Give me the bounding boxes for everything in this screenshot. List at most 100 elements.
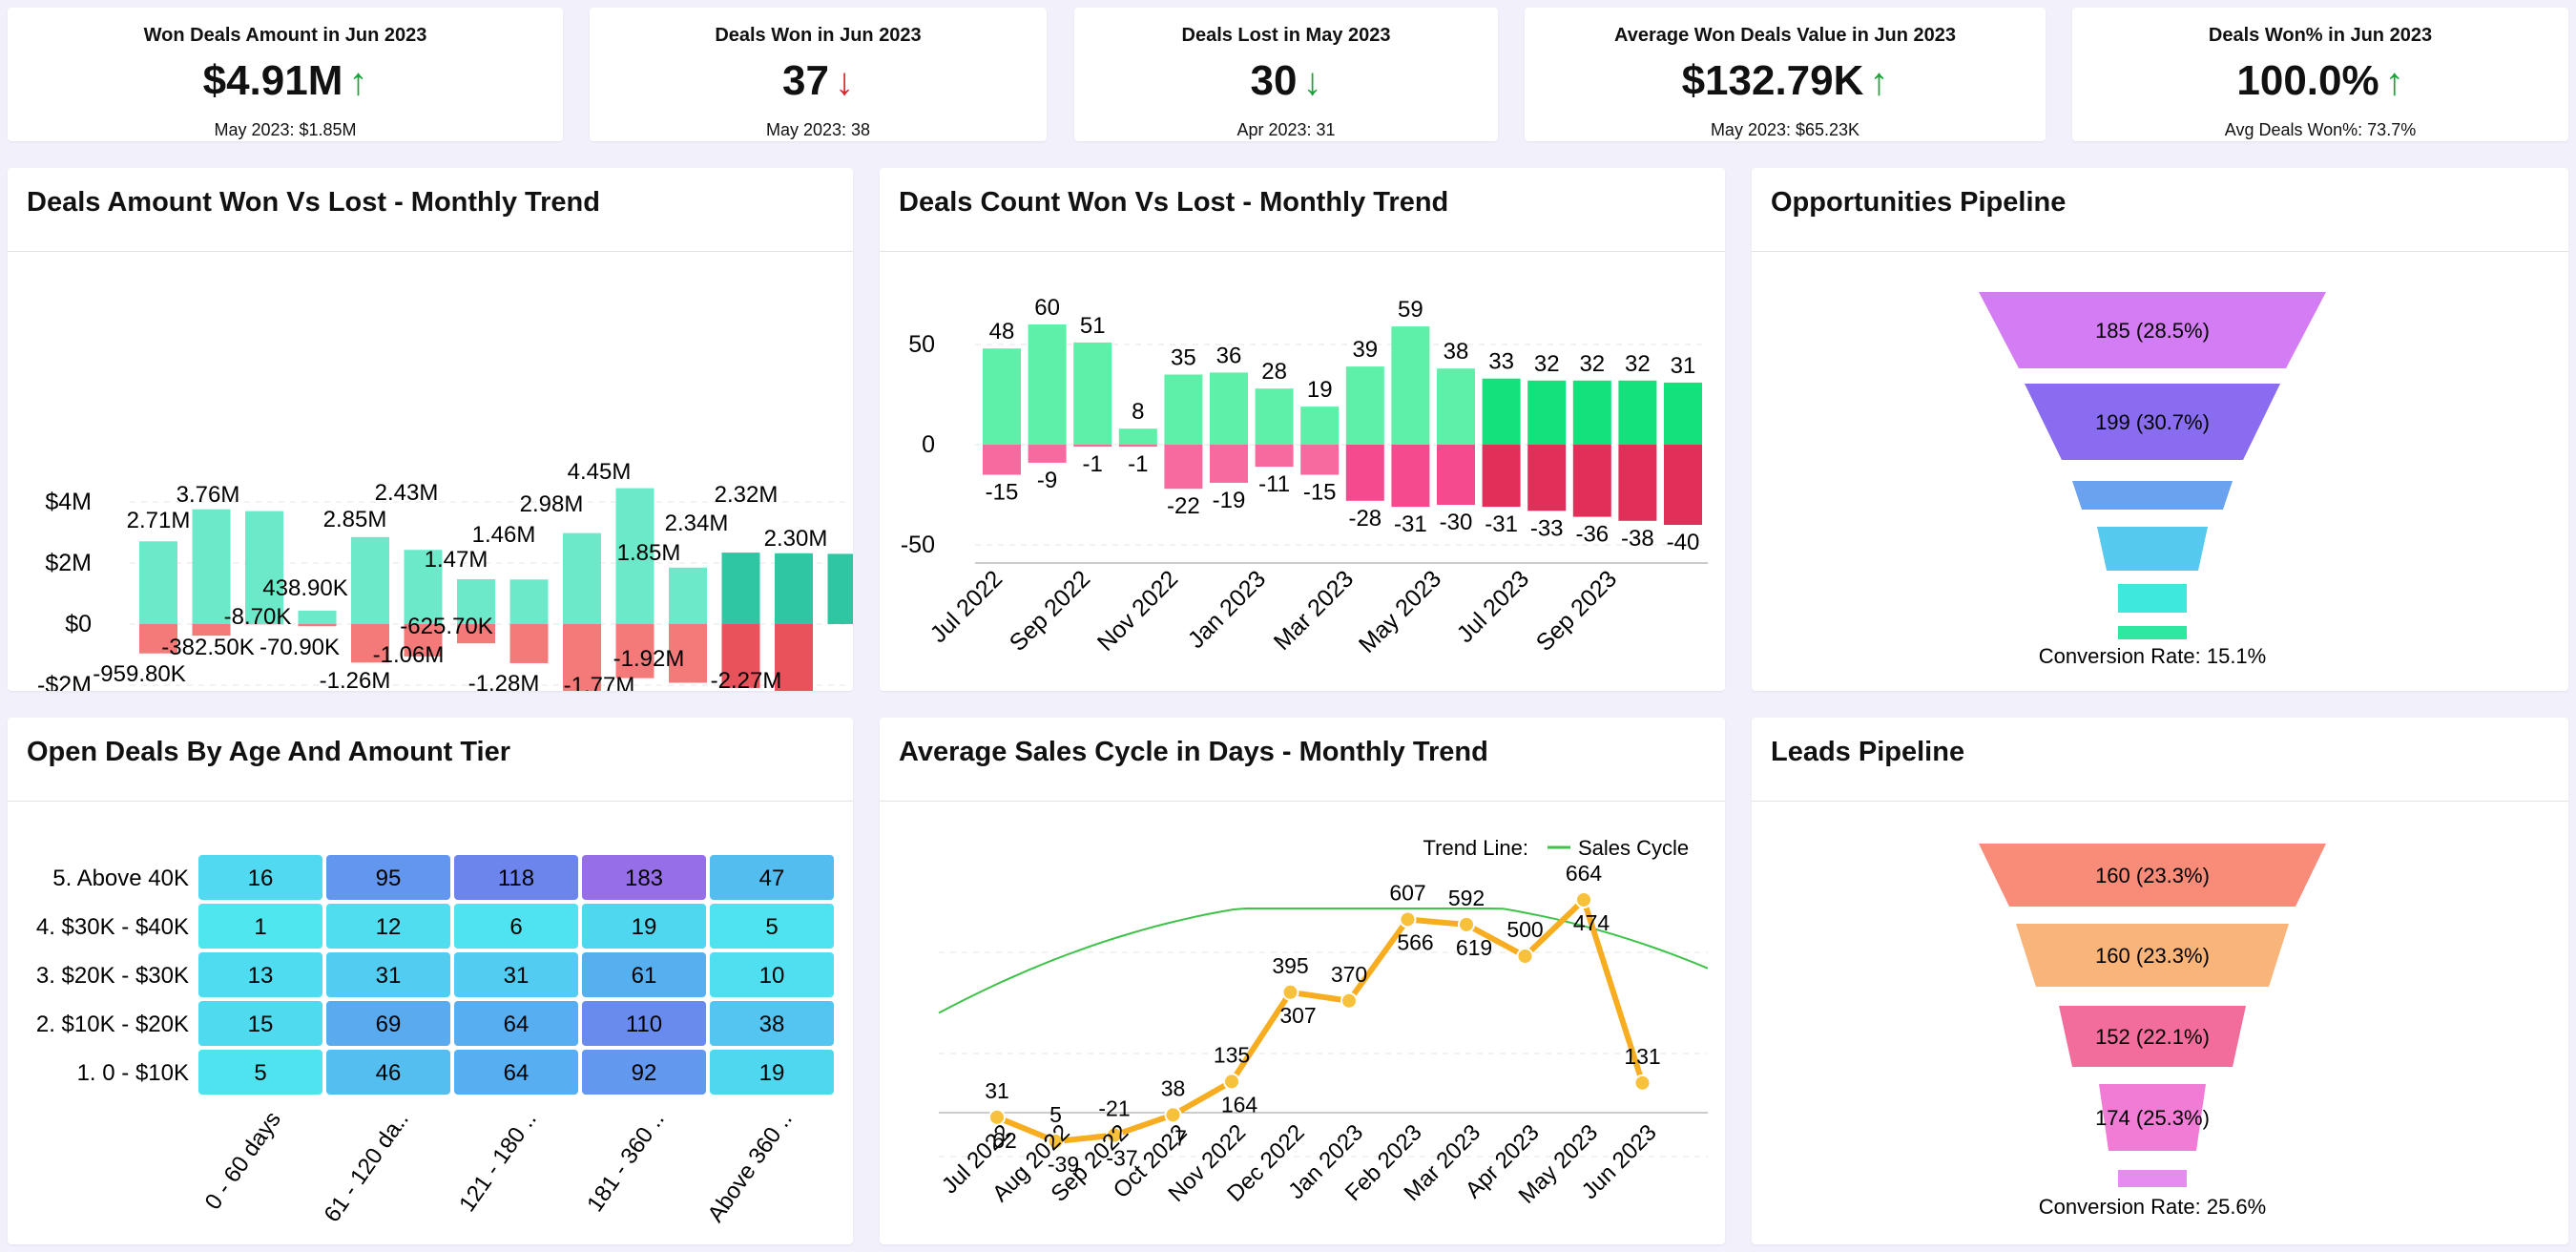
lost-bar <box>192 624 231 636</box>
lost-bar <box>1345 445 1384 501</box>
lost-data-label: -8.70K <box>224 604 292 630</box>
arrow-up-icon: ↑ <box>1869 61 1889 103</box>
lost-bar <box>1482 445 1521 508</box>
won-bar <box>457 578 495 624</box>
point-sub-label: 566 <box>1397 929 1433 954</box>
funnel-stage <box>2118 626 2187 639</box>
funnel-stage-label: 199 (30.7%) <box>2095 410 2210 434</box>
kpi-label: Deals Lost in May 2023 <box>1181 25 1391 46</box>
panel-deals-count: Deals Count Won Vs Lost - Monthly Trend … <box>880 168 1725 691</box>
legend-item: Sales Cycle <box>1578 836 1689 860</box>
point-sub-label: 474 <box>1573 910 1610 935</box>
kpi-value: 100.0% ↑ <box>2236 57 2404 104</box>
lost-data-label: -38 <box>1621 526 1654 552</box>
won-bar <box>1300 407 1340 445</box>
count-chart[interactable]: 50 0 -50 48 -15 60 -9 51 -1 8 -1 35 -22 36 -19 28 -11 19 -… <box>880 168 1725 691</box>
panel-sales-cycle: Average Sales Cycle in Days - Monthly Tr… <box>880 718 1725 1244</box>
won-data-label: 32 <box>1579 351 1605 377</box>
point-label: 500 <box>1506 917 1543 942</box>
won-data-label: 60 <box>1034 295 1060 321</box>
heatmap-cell <box>582 1050 706 1095</box>
lost-bar <box>1572 445 1611 517</box>
won-data-label: 2.34M <box>665 511 729 536</box>
lost-bar <box>1664 445 1702 525</box>
legend-title: Trend Line: <box>1423 836 1528 860</box>
y-tick-label: $4M <box>45 489 92 515</box>
heatmap-cell <box>198 855 322 900</box>
funnel-stage-label: 174 (25.3%) <box>2095 1106 2210 1130</box>
kpi-card-deals-lost[interactable]: Deals Lost in May 2023 30 ↓ Apr 2023: 31 <box>1074 8 1498 141</box>
panel-open-deals: Open Deals By Age And Amount Tier 5. Abo… <box>8 718 853 1244</box>
heatmap-cell <box>710 855 834 900</box>
funnel-stage <box>1979 844 2326 907</box>
won-data-label: 2.71M <box>127 508 191 533</box>
won-bar <box>1118 428 1157 445</box>
kpi-card-deals-won[interactable]: Deals Won in Jun 2023 37 ↓ May 2023: 38 <box>590 8 1047 141</box>
lost-data-label: -1.77M <box>564 673 635 691</box>
y-tick-label: -$2M <box>37 672 92 691</box>
y-tick-label: -50 <box>901 532 935 558</box>
won-data-label: 59 <box>1398 297 1423 323</box>
kpi-card-avg-won-value[interactable]: Average Won Deals Value in Jun 2023 $132… <box>1525 8 2046 141</box>
heatmap-cell <box>710 1050 834 1095</box>
won-bar <box>669 567 707 624</box>
funnel-stage <box>2099 1084 2206 1151</box>
lost-data-label: -1 <box>1083 451 1103 477</box>
kpi-value: 30 ↓ <box>1250 57 1322 104</box>
opportunities-funnel[interactable]: 185 (28.5%) 199 (30.7%) Conversion Rate: 1… <box>1752 168 2568 691</box>
conversion-rate-label: Conversion Rate: 25.6% <box>2039 1195 2266 1219</box>
heatmap-cell <box>582 952 706 997</box>
won-bar <box>1345 366 1384 445</box>
heatmap-cell-value: 92 <box>632 1060 657 1086</box>
lost-data-label: -22 <box>1167 493 1200 519</box>
heatmap-cell-value: 31 <box>504 963 530 989</box>
heatmap-cell-value: 15 <box>248 1012 274 1037</box>
heatmap-row-label: 2. $10K - $20K <box>36 1012 189 1037</box>
panel-title: Deals Count Won Vs Lost - Monthly Trend <box>899 187 1449 218</box>
sales-cycle-point <box>1281 983 1299 1001</box>
won-bar <box>827 553 853 624</box>
point-sub-label: 62 <box>992 1128 1017 1153</box>
lost-data-label: -15 <box>986 480 1019 506</box>
heatmap-col-label: 61 - 120 da.. <box>319 1107 413 1227</box>
x-tick-label: Jan 2023 <box>1183 565 1272 654</box>
lost-bar <box>983 445 1021 475</box>
sales-cycle-point <box>1047 1133 1065 1151</box>
won-data-label: 2.85M <box>323 507 387 532</box>
lost-data-label: -31 <box>1394 511 1427 537</box>
heatmap-cell <box>326 1050 450 1095</box>
won-bar <box>983 348 1021 445</box>
lost-data-label: -15 <box>1303 480 1337 506</box>
won-data-label: 2.30M <box>764 526 828 552</box>
sales-cycle-point <box>1106 1126 1123 1144</box>
kpi-value: $132.79K ↑ <box>1681 57 1889 104</box>
point-sub-label: 7 <box>1174 1125 1187 1150</box>
leads-funnel[interactable]: 160 (23.3%) 160 (23.3%) 152 (22.1%) 174 (25… <box>1752 718 2568 1244</box>
won-bar <box>1618 380 1657 445</box>
heatmap-cell-value: 46 <box>376 1060 402 1086</box>
point-label: 131 <box>1624 1044 1660 1069</box>
won-data-label: 2.32M <box>715 482 779 508</box>
heatmap-col-label: Above 360 .. <box>702 1107 797 1227</box>
won-bar <box>404 550 443 624</box>
open-deals-heatmap[interactable]: 5. Above 40K 16 95 118 183 474. $30K - $40K 1 1… <box>8 718 853 1244</box>
arrow-down-icon: ↓ <box>1302 61 1322 103</box>
lost-data-label: -2.27M <box>711 668 782 691</box>
point-label: 592 <box>1448 886 1485 910</box>
lost-bar <box>1255 445 1294 468</box>
kpi-label: Average Won Deals Value in Jun 2023 <box>1614 25 1956 46</box>
kpi-card-won-amount[interactable]: Won Deals Amount in Jun 2023 $4.91M ↑ May… <box>8 8 563 141</box>
kpi-card-won-percent[interactable]: Deals Won% in Jun 2023 100.0% ↑ Avg Deals… <box>2072 8 2568 141</box>
heatmap-cell-value: 16 <box>248 866 274 891</box>
heatmap-cell <box>454 855 578 900</box>
lost-data-label: -382.50K <box>161 635 254 660</box>
lost-bar <box>1210 445 1248 483</box>
sales-cycle-point <box>1340 991 1358 1010</box>
heatmap-cell <box>454 1050 578 1095</box>
sales-cycle-chart[interactable]: Trend Line: Sales Cycle 31 62 5 -39 -21 -37 38 7 1… <box>880 718 1725 1244</box>
funnel-stage <box>2025 384 2280 460</box>
won-data-label: 36 <box>1216 343 1242 368</box>
point-sub-label: 164 <box>1221 1092 1258 1116</box>
kpi-label: Deals Won in Jun 2023 <box>715 25 922 46</box>
